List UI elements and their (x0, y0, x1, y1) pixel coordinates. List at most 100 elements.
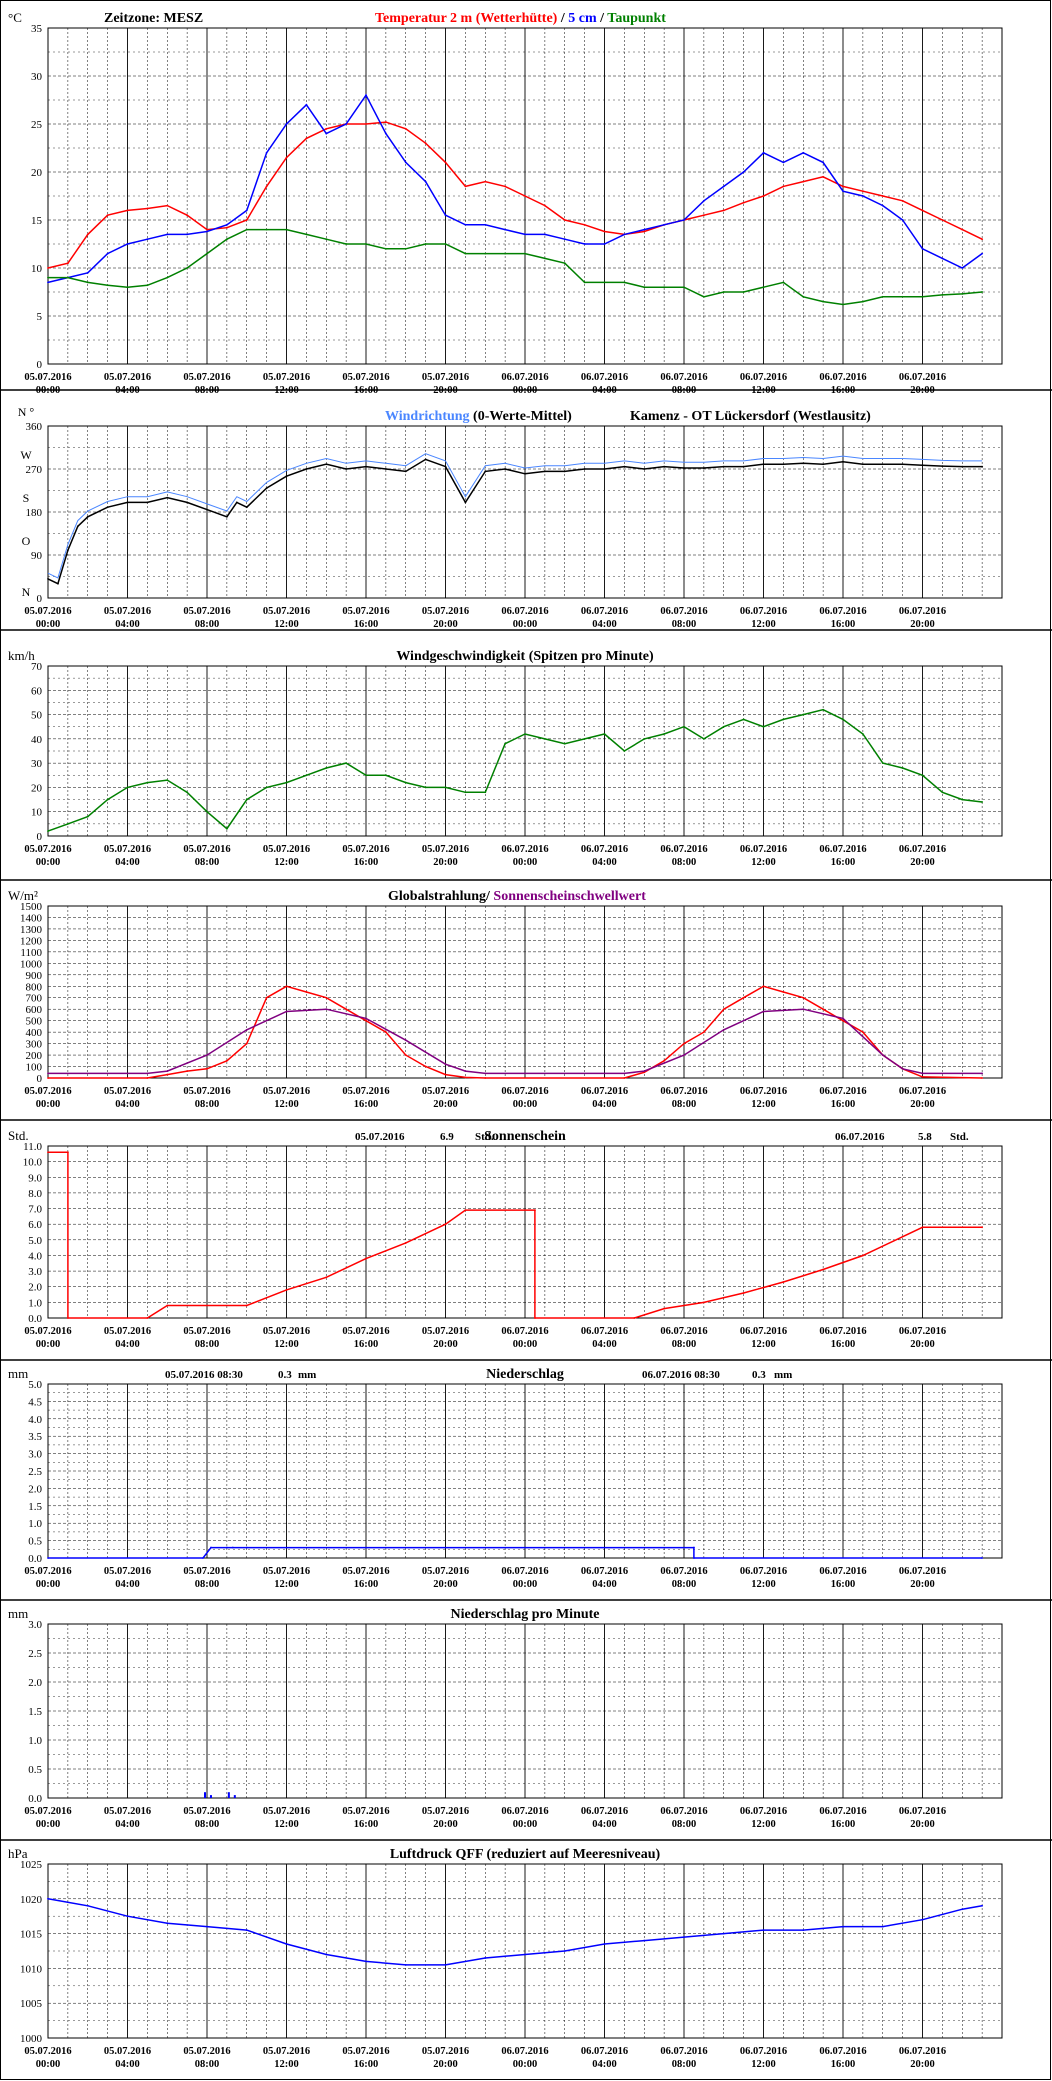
data-point (166, 779, 169, 782)
data-point (384, 121, 387, 123)
header-value: 0.3 (278, 1369, 292, 1381)
data-point (842, 1019, 844, 1022)
y-tick-label: 0.0 (28, 1553, 42, 1565)
x-tick-date: 06.07.2016 (581, 372, 628, 383)
data-point (464, 252, 467, 255)
x-tick-time: 12:00 (274, 857, 299, 868)
x-tick-date: 06.07.2016 (501, 844, 548, 855)
data-point (484, 470, 487, 473)
x-tick-time: 12:00 (751, 1099, 776, 1110)
chart-title: Temperatur 2 m (Wetterhütte) / 5 cm / Ta… (375, 11, 666, 26)
x-tick-date: 06.07.2016 (899, 1326, 946, 1337)
x-tick-time: 04:00 (592, 1339, 617, 1350)
data-point (981, 1904, 984, 1907)
data-point (842, 1017, 844, 1020)
data-point (961, 1908, 964, 1911)
series-line-1 (47, 121, 983, 269)
data-point (245, 228, 248, 231)
x-tick-time: 04:00 (115, 2059, 140, 2070)
data-point (563, 470, 566, 473)
chart-title: Luftdruck QFF (reduziert auf Meeresnivea… (390, 1847, 661, 1862)
data-point (921, 774, 924, 777)
y-tick-label: 35 (31, 23, 43, 35)
x-tick-date: 06.07.2016 (740, 1326, 787, 1337)
data-point (186, 267, 189, 269)
data-point (206, 1925, 208, 1928)
x-tick-date: 05.07.2016 (263, 2046, 310, 2057)
data-point (722, 291, 725, 293)
header-value: 6.9 (440, 1131, 454, 1143)
data-point (941, 257, 944, 260)
y-tick-label: 3.0 (28, 1266, 42, 1278)
x-tick-time: 00:00 (36, 1819, 61, 1830)
data-point (563, 1950, 566, 1952)
data-point (762, 1929, 765, 1932)
data-point (683, 1042, 685, 1045)
x-tick-time: 08:00 (672, 619, 697, 630)
data-point (961, 228, 964, 231)
data-point (166, 1070, 169, 1073)
y-tick-label: 0 (37, 831, 43, 843)
data-point (643, 1939, 646, 1942)
direction-label: S (23, 491, 30, 505)
x-tick-date: 06.07.2016 (660, 1086, 707, 1097)
x-tick-time: 12:00 (751, 2059, 776, 2070)
data-point (265, 228, 268, 231)
x-tick-time: 04:00 (115, 1819, 140, 1830)
data-point (384, 1031, 387, 1034)
data-point (365, 1017, 367, 1020)
data-point (822, 161, 825, 164)
x-tick-time: 04:00 (592, 2059, 617, 2070)
data-point (66, 1151, 69, 1154)
data-point (106, 214, 109, 217)
data-point (861, 190, 864, 193)
data-point (722, 209, 725, 212)
data-point (464, 1209, 467, 1212)
data-point (166, 204, 169, 207)
y-tick-label: 0 (37, 593, 43, 605)
series-line-1 (47, 708, 983, 832)
title-part: Temperatur 2 m (Wetterhütte) (375, 11, 558, 26)
data-point (464, 223, 467, 226)
data-point (861, 463, 864, 466)
data-point (623, 233, 626, 236)
data-point (981, 238, 984, 241)
x-tick-date: 05.07.2016 (263, 606, 310, 617)
x-tick-date: 05.07.2016 (422, 1566, 469, 1577)
y-tick-label: 360 (26, 421, 43, 433)
data-point (643, 286, 646, 289)
x-tick-time: 04:00 (115, 619, 140, 630)
x-tick-time: 08:00 (195, 619, 220, 630)
y-tick-label: 9.0 (28, 1172, 42, 1184)
x-tick-date: 05.07.2016 (342, 1566, 389, 1577)
x-tick-date: 05.07.2016 (24, 2046, 71, 2057)
data-point (325, 767, 328, 769)
data-point (404, 1964, 407, 1966)
x-tick-date: 05.07.2016 (183, 372, 230, 383)
data-point (643, 468, 646, 470)
data-point (901, 1067, 904, 1070)
x-tick-time: 12:00 (751, 1579, 776, 1590)
chart-title: Globalstrahlung/ Sonnenscheinschwellwert (388, 889, 646, 904)
data-point (981, 1557, 984, 1559)
x-tick-time: 12:00 (751, 1819, 776, 1830)
x-tick-date: 06.07.2016 (819, 1806, 866, 1817)
y-tick-label: 1000 (20, 2033, 43, 2045)
data-point (921, 1075, 924, 1078)
x-tick-date: 06.07.2016 (581, 2046, 628, 2057)
x-tick-date: 06.07.2016 (740, 1806, 787, 1817)
x-tick-date: 05.07.2016 (183, 844, 230, 855)
data-point (524, 195, 526, 197)
x-tick-date: 05.07.2016 (183, 1326, 230, 1337)
y-tick-label: 0.5 (28, 1764, 42, 1776)
data-point (901, 295, 904, 298)
header-unit: Std. (475, 1131, 494, 1143)
x-tick-time: 00:00 (513, 1339, 538, 1350)
x-tick-time: 20:00 (910, 1579, 935, 1590)
x-tick-date: 06.07.2016 (501, 372, 548, 383)
x-tick-date: 06.07.2016 (660, 606, 707, 617)
data-point (583, 243, 586, 245)
y-tick-label: 7.0 (28, 1204, 42, 1216)
data-point (404, 781, 407, 784)
